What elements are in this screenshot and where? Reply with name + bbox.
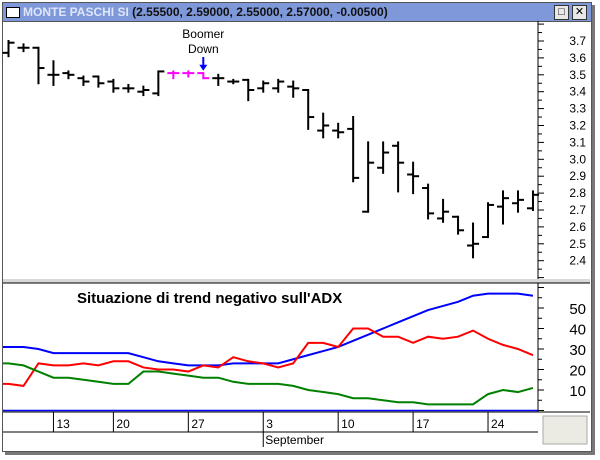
ohlc-bar bbox=[362, 141, 375, 213]
price-tick-label: 2.4 bbox=[569, 254, 586, 268]
price-tick-label: 3.7 bbox=[569, 34, 586, 48]
adx-panel-title: Situazione di trend negativo sull'ADX bbox=[77, 290, 342, 307]
ohlc-bar bbox=[287, 80, 300, 98]
ohlc-bar bbox=[122, 83, 135, 93]
ohlc-bar bbox=[437, 198, 450, 223]
annotation-label-line1: Boomer bbox=[182, 27, 224, 41]
corner-box bbox=[542, 415, 588, 445]
ohlc-bar bbox=[422, 183, 435, 220]
chart-window: MONTE PASCHI SI (2.55500, 2.59000, 2.550… bbox=[2, 2, 592, 452]
date-tick-label: 20 bbox=[116, 417, 130, 431]
maximize-button[interactable]: □ bbox=[554, 5, 569, 20]
window-icon bbox=[6, 7, 20, 18]
ohlc-bar bbox=[212, 73, 225, 86]
ohlc-bar bbox=[152, 70, 165, 97]
ohlc-bar bbox=[467, 222, 480, 259]
adx-series-line-1 bbox=[3, 327, 534, 387]
ohlc-bar bbox=[62, 70, 75, 80]
ohlc-bar bbox=[182, 70, 195, 78]
ohlc-bar bbox=[377, 141, 390, 174]
adx-tick-label: 30 bbox=[569, 342, 586, 359]
month-label: September bbox=[265, 433, 324, 447]
price-tick-label: 3.1 bbox=[569, 135, 586, 149]
date-tick-label: 3 bbox=[266, 417, 273, 431]
ohlc-bar bbox=[317, 112, 330, 139]
price-tick-label: 2.7 bbox=[569, 203, 586, 217]
ohlc-bar bbox=[511, 190, 524, 213]
ohlc-bar bbox=[137, 85, 150, 97]
price-tick-label: 3.6 bbox=[569, 51, 586, 65]
adx-tick-label: 10 bbox=[569, 383, 586, 400]
annotation-label-line2: Down bbox=[188, 42, 219, 56]
adx-tick-label: 50 bbox=[569, 301, 586, 318]
date-tick-label: 13 bbox=[56, 417, 70, 431]
ohlc-bar bbox=[452, 215, 465, 235]
ohlc-bar bbox=[197, 72, 210, 80]
price-tick-label: 2.5 bbox=[569, 237, 586, 251]
ohlc-bar bbox=[332, 122, 345, 139]
date-tick-label: 10 bbox=[341, 417, 355, 431]
ohlc-bar bbox=[77, 75, 90, 86]
ohlc-bar bbox=[167, 70, 180, 80]
close-icon: ✕ bbox=[574, 6, 585, 18]
ohlc-bar bbox=[392, 141, 405, 193]
adx-tick-label: 40 bbox=[569, 322, 586, 339]
ohlc-bar bbox=[17, 43, 30, 53]
price-tick-label: 3.0 bbox=[569, 152, 586, 166]
price-tick-label: 2.9 bbox=[569, 169, 586, 183]
date-tick-label: 27 bbox=[191, 417, 205, 431]
ohlc-values: (2.55500, 2.59000, 2.55000, 2.57000, -0.… bbox=[132, 5, 388, 19]
panel-divider bbox=[3, 279, 590, 283]
adx-tick-label: 20 bbox=[569, 363, 586, 380]
ohlc-bar bbox=[347, 116, 360, 183]
title-bar[interactable]: MONTE PASCHI SI (2.55500, 2.59000, 2.550… bbox=[3, 3, 591, 22]
ohlc-bar bbox=[526, 190, 539, 211]
ohlc-bar bbox=[482, 202, 495, 239]
ohlc-bar bbox=[272, 78, 285, 93]
ohlc-bar bbox=[107, 78, 120, 93]
price-tick-label: 2.6 bbox=[569, 220, 586, 234]
price-tick-label: 3.2 bbox=[569, 119, 586, 133]
arrow-down-head-icon bbox=[199, 64, 208, 71]
ohlc-bar bbox=[242, 78, 255, 102]
ohlc-bar bbox=[32, 46, 45, 85]
ohlc-bar bbox=[2, 40, 15, 58]
ohlc-bar bbox=[257, 80, 270, 93]
date-tick-label: 24 bbox=[491, 417, 505, 431]
date-tick-label: 17 bbox=[416, 417, 430, 431]
ohlc-bar bbox=[302, 89, 315, 130]
ohlc-bar bbox=[92, 75, 105, 88]
price-tick-label: 3.5 bbox=[569, 68, 586, 82]
price-tick-label: 3.3 bbox=[569, 102, 586, 116]
ohlc-bar bbox=[47, 60, 60, 86]
maximize-icon: □ bbox=[558, 6, 565, 18]
close-button[interactable]: ✕ bbox=[572, 5, 587, 20]
ohlc-bar bbox=[227, 78, 240, 85]
security-name: MONTE PASCHI SI bbox=[23, 5, 129, 19]
window-title: MONTE PASCHI SI (2.55500, 2.59000, 2.550… bbox=[23, 5, 388, 19]
ohlc-bar bbox=[497, 190, 510, 225]
price-tick-label: 2.8 bbox=[569, 186, 586, 200]
ohlc-bar bbox=[407, 161, 420, 195]
price-tick-label: 3.4 bbox=[569, 85, 586, 99]
adx-series-line-2 bbox=[3, 362, 534, 406]
